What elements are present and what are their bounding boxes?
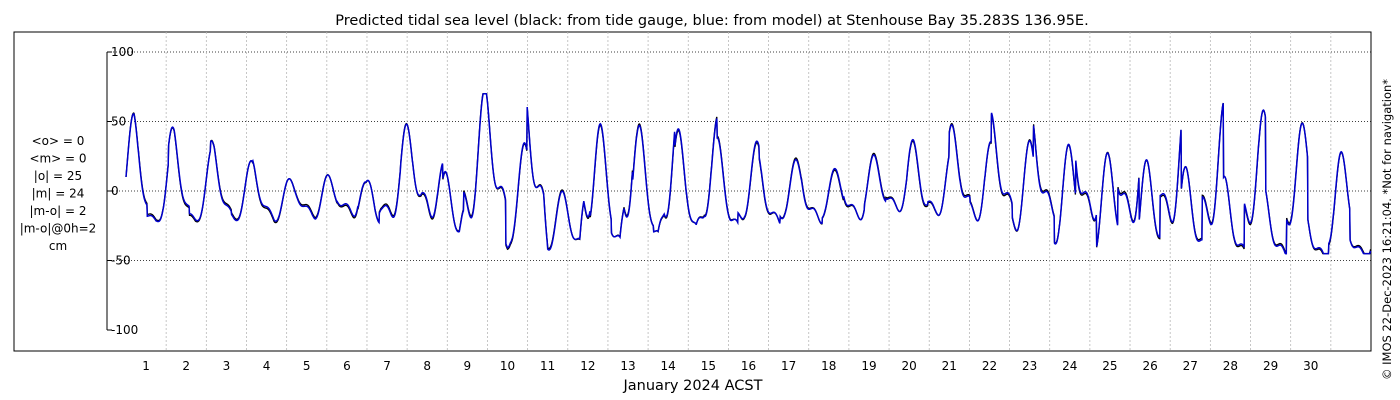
x-axis: 1 2 3 4 5 6 7 8 9 10 11 12 13 14 15 16 17 18 19 20 21 22 23 24 2… [142, 359, 1318, 373]
x-tick-label: 25 [1102, 359, 1117, 373]
stat-line: |o| = 25 [34, 169, 82, 183]
x-tick-label: 24 [1062, 359, 1077, 373]
x-tick-label: 23 [1022, 359, 1037, 373]
x-tick-label: 21 [942, 359, 957, 373]
stat-line: <m> = 0 [29, 152, 86, 166]
stat-line: <o> = 0 [32, 134, 85, 148]
x-tick-label: 16 [741, 359, 756, 373]
x-tick-label: 13 [620, 359, 635, 373]
x-tick-label: 17 [781, 359, 796, 373]
x-tick-label: 19 [861, 359, 876, 373]
x-tick-label: 7 [383, 359, 391, 373]
stat-line: cm [49, 239, 67, 253]
x-tick-label: 27 [1183, 359, 1198, 373]
x-tick-label: 12 [580, 359, 595, 373]
x-tick-label: 5 [303, 359, 311, 373]
x-tick-label: 14 [661, 359, 676, 373]
y-tick-label: -50 [111, 254, 131, 268]
y-axis: -100 -50 0 50 100 [107, 45, 138, 337]
x-tick-label: 30 [1303, 359, 1318, 373]
x-tick-label: 20 [902, 359, 917, 373]
x-tick-label: 6 [343, 359, 351, 373]
series-line-model [125, 92, 1372, 255]
x-tick-label: 29 [1263, 359, 1278, 373]
x-tick-label: 2 [182, 359, 190, 373]
y-tick-label: -100 [111, 323, 138, 337]
x-tick-label: 28 [1223, 359, 1238, 373]
x-axis-label: January 2024 ACST [623, 378, 763, 394]
y-tick-label: 50 [111, 115, 126, 129]
x-tick-label: 4 [263, 359, 271, 373]
x-tick-label: 15 [701, 359, 716, 373]
x-tick-label: 1 [142, 359, 150, 373]
x-tick-label: 18 [821, 359, 836, 373]
y-tick-label: 0 [111, 184, 119, 198]
x-tick-label: 11 [540, 359, 555, 373]
chart-title: Predicted tidal sea level (black: from t… [335, 13, 1088, 29]
x-tick-label: 3 [223, 359, 231, 373]
x-tick-label: 9 [464, 359, 472, 373]
outer-frame [13, 31, 1372, 352]
series-group [125, 92, 1372, 255]
stat-line: |m-o|@0h=2 [20, 222, 97, 236]
stats-box: <o> = 0 <m> = 0 |o| = 25 |m| = 24 |m-o| = 2 |… [20, 134, 97, 253]
x-tick-label: 22 [982, 359, 997, 373]
stat-line: |m| = 24 [32, 187, 85, 201]
stat-line: |m-o| = 2 [30, 204, 87, 218]
x-tick-label: 8 [423, 359, 431, 373]
x-tick-label: 10 [500, 359, 515, 373]
x-tick-label: 26 [1142, 359, 1157, 373]
y-tick-label: 100 [111, 45, 134, 59]
grid [107, 32, 1371, 351]
credit-text: © IMOS 22-Dec-2023 16:21:04. *Not for na… [1380, 79, 1394, 380]
